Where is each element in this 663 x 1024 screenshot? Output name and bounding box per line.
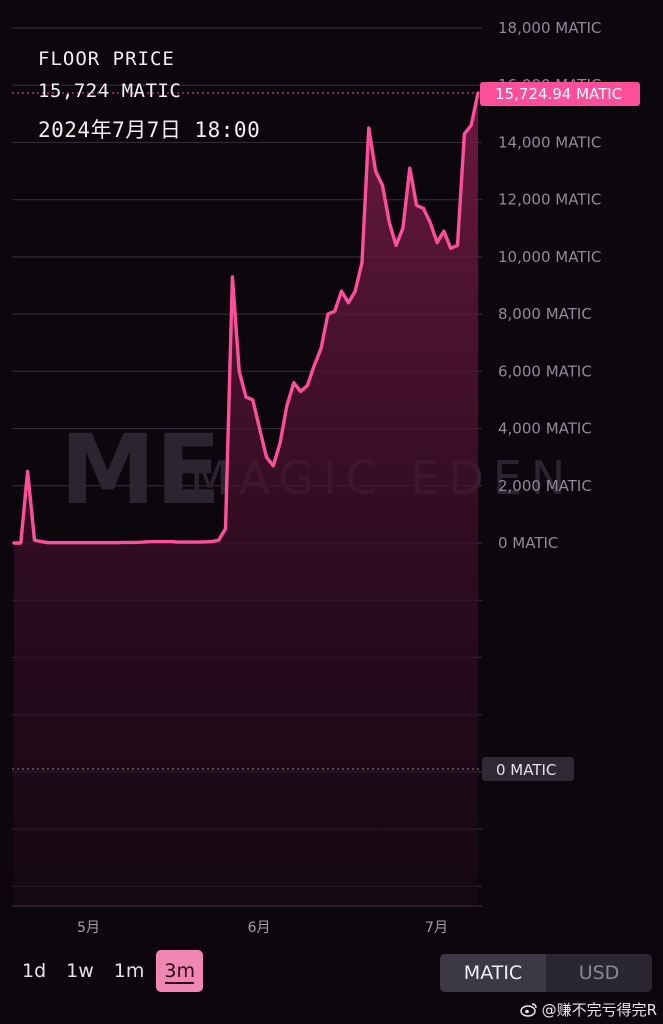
floor-price-header: FLOOR PRICE 15,724 MATIC 2024年7月7日 18:00 (38, 48, 260, 144)
x-tick-label: 6月 (248, 920, 271, 936)
range-3m-button[interactable]: 3m (156, 950, 204, 992)
y-tick-label: 6,000 MATIC (498, 362, 592, 380)
currency-toggle: MATIC USD (440, 954, 652, 992)
time-range-selector: 1d 1w 1m 3m (14, 950, 204, 992)
current-price-tag-text: 15,724.94 MATIC (495, 85, 622, 103)
range-1m-button[interactable]: 1m (113, 960, 145, 982)
y-tick-label: 10,000 MATIC (498, 248, 601, 266)
weibo-handle: @赚不完亏得完R (541, 1001, 657, 1019)
price-area (14, 93, 478, 907)
y-tick-label: 4,000 MATIC (498, 420, 592, 438)
range-1d-button[interactable]: 1d (22, 960, 47, 982)
weibo-icon (519, 1003, 537, 1017)
current-price-tag: 15,724.94 MATIC (480, 82, 640, 106)
range-1w-button[interactable]: 1w (66, 960, 94, 982)
currency-matic-button[interactable]: MATIC (440, 954, 546, 992)
y-tick-label: 14,000 MATIC (498, 133, 601, 151)
floor-price-label: FLOOR PRICE (38, 48, 175, 70)
floor-price-value: 15,724 MATIC (38, 80, 182, 102)
crosshair-tag: 0 MATIC (482, 757, 574, 781)
y-tick-label: 18,000 MATIC (498, 19, 601, 37)
y-tick-label: 2,000 MATIC (498, 477, 592, 495)
weibo-watermark: @赚不完亏得完R (519, 999, 657, 1020)
crosshair-tag-text: 0 MATIC (496, 761, 556, 779)
x-tick-label: 7月 (425, 920, 448, 936)
y-axis: 0 MATIC 2,000 MATIC 4,000 MATIC 6,000 MATIC… (498, 19, 601, 552)
x-axis: 5月 6月 7月 (77, 920, 448, 936)
price-line (12, 91, 480, 545)
magic-eden-logo-icon: ME (60, 414, 221, 526)
y-tick-label: 12,000 MATIC (498, 191, 601, 209)
x-tick-label: 5月 (77, 920, 100, 936)
currency-usd-button[interactable]: USD (578, 962, 620, 984)
y-tick-label: 0 MATIC (498, 534, 558, 552)
floor-price-datetime: 2024年7月7日 18:00 (38, 118, 261, 142)
y-tick-label: 8,000 MATIC (498, 305, 592, 323)
